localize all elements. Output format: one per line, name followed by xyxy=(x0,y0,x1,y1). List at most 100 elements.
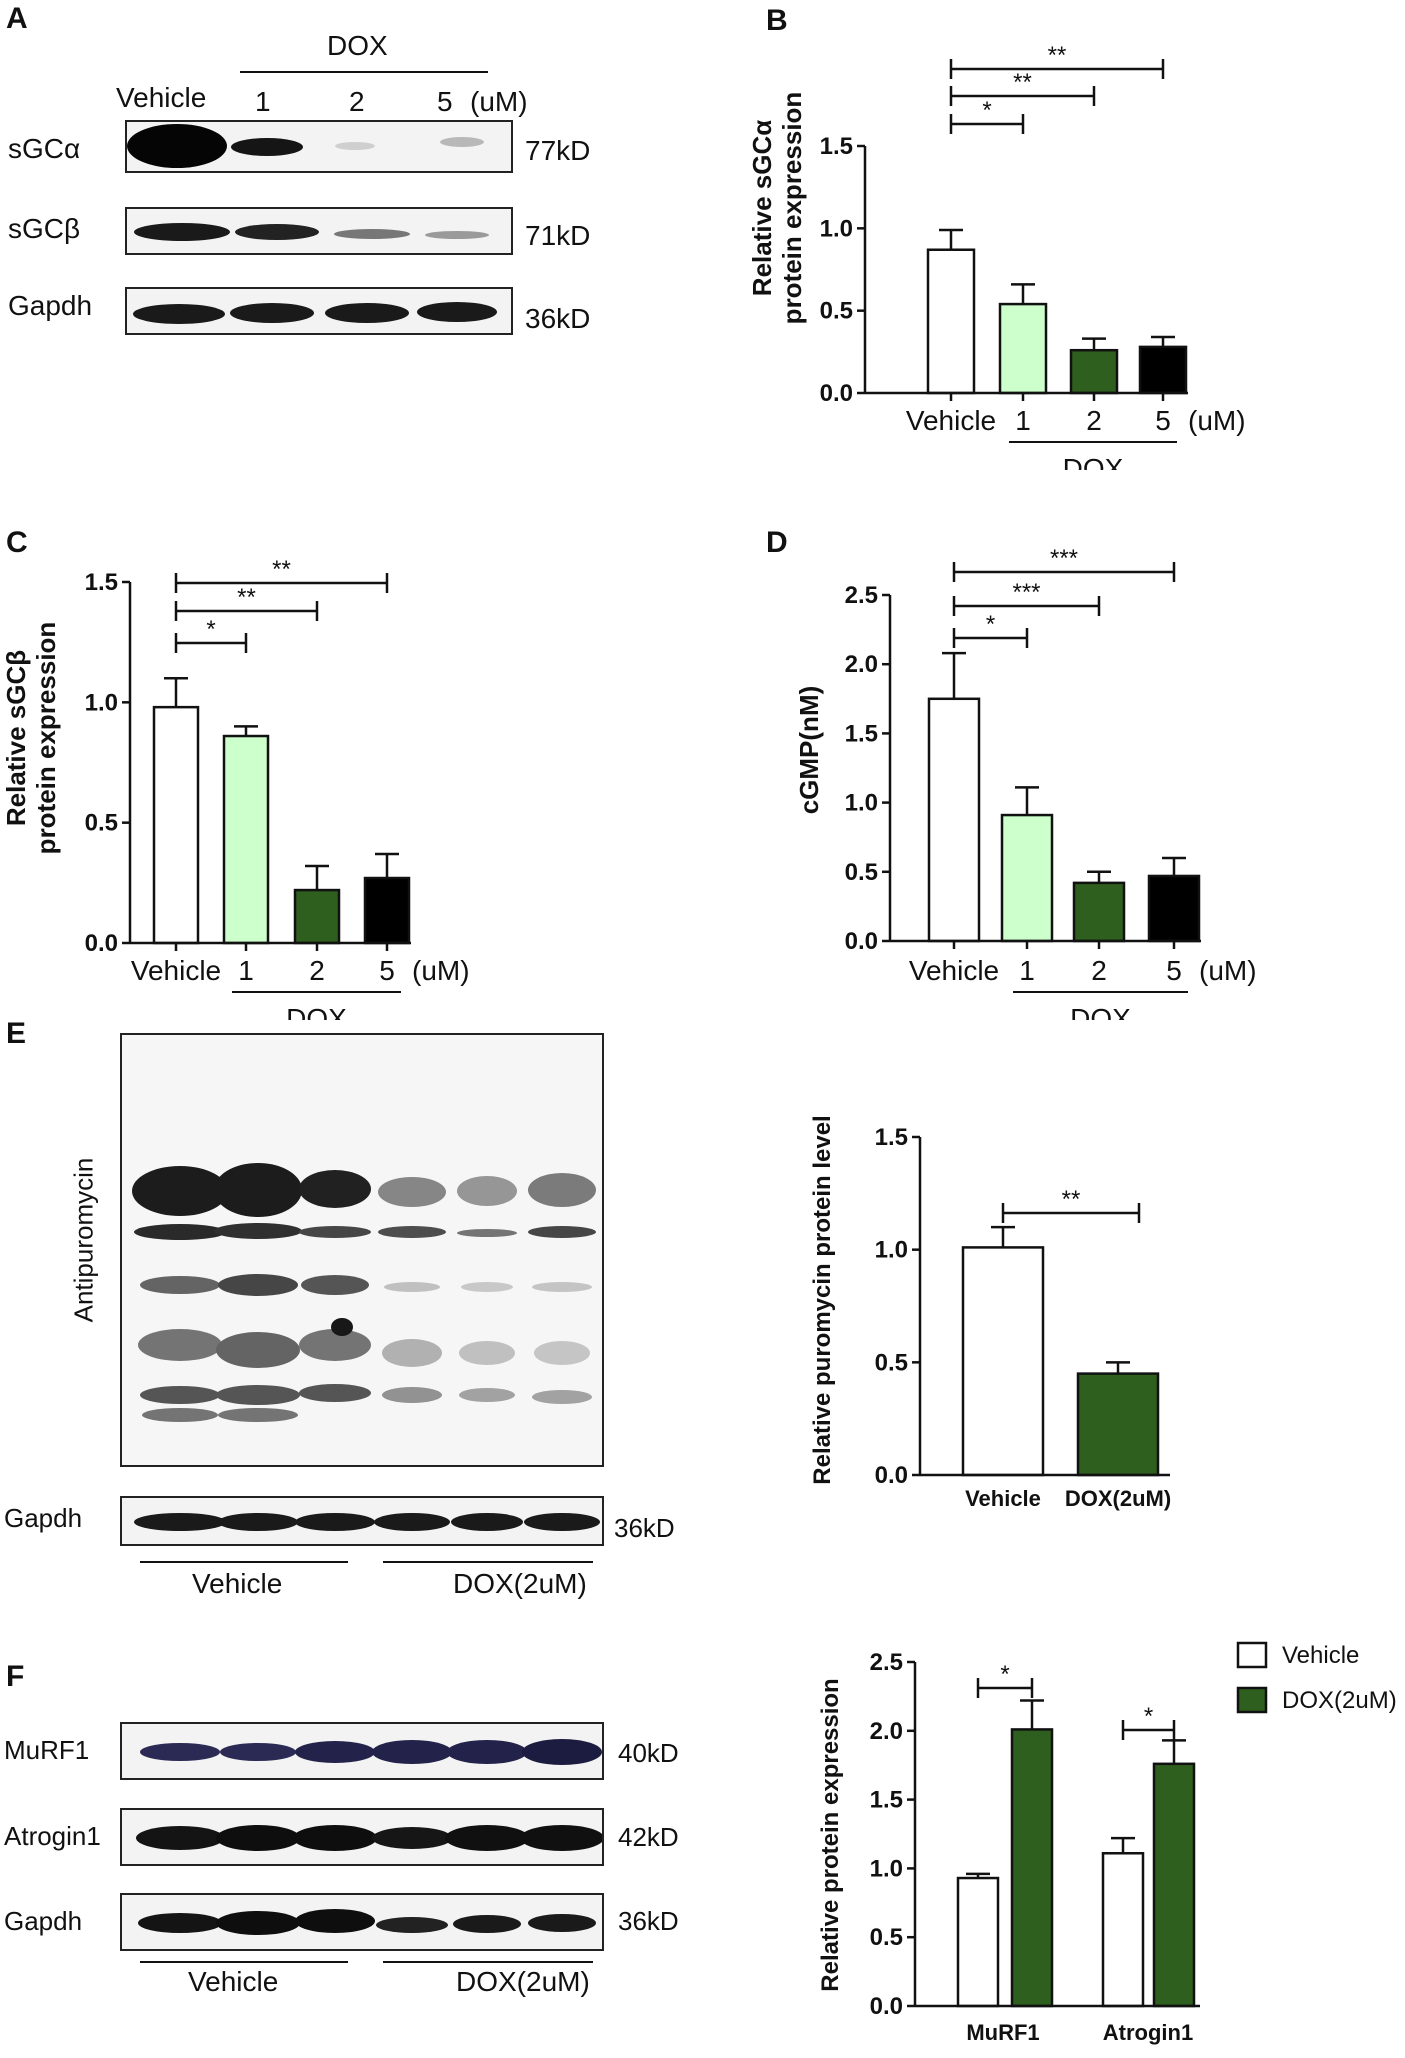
y-tick-label: 1.5 xyxy=(870,1787,903,1814)
kd-label-murf1: 40kD xyxy=(618,1738,679,1768)
x-unit-label: (uM) xyxy=(412,955,470,986)
panel-a-dox-label: DOX xyxy=(327,30,388,61)
blot-gapdh-f xyxy=(120,1893,604,1951)
y-tick-label: 0.5 xyxy=(845,859,878,886)
y-axis-label: Relative protein expression xyxy=(817,1678,844,1991)
significance-stars: *** xyxy=(1050,545,1078,572)
protein-label-atrogin1: Atrogin1 xyxy=(4,1821,101,1851)
group-line-vehicle-f xyxy=(140,1961,348,1963)
panel-a-lane-5: 5 xyxy=(437,86,453,117)
gapdh-label-e: Gapdh xyxy=(4,1503,83,1533)
x-tick-label: 1 xyxy=(1015,405,1031,436)
x-tick-label: 1 xyxy=(238,955,254,986)
significance-stars: ** xyxy=(237,584,256,611)
x-tick-label: MuRF1 xyxy=(966,2020,1039,2045)
chart-f-svg: 0.0 0.5 1.0 1.5 2.0 2.5 Relative protein expre… xyxy=(817,1641,1397,2045)
kd-label-gapdh-a: 36kD xyxy=(525,303,591,334)
protein-label-sgca: sGCα xyxy=(8,133,81,164)
panel-letter-b: B xyxy=(766,4,788,37)
x-tick-label: 2 xyxy=(1091,955,1107,986)
bar-dox xyxy=(1076,1372,1160,1477)
blot-sgca-bands xyxy=(127,124,484,168)
chart-c-svg: C 0.0 0.5 1.0 1.5 Relative sGCβ protein expres… xyxy=(1,526,470,1034)
blot-sgca xyxy=(125,120,513,173)
bar-vehicle xyxy=(927,697,981,943)
chart-b-svg: B 0.0 0.5 1.0 1.5 Relative sGCα protein expres… xyxy=(747,4,1246,484)
y-tick-label: 1.0 xyxy=(875,1237,908,1264)
y-tick-label: 2.5 xyxy=(845,582,878,609)
significance-stars: * xyxy=(1144,1703,1153,1730)
x-tick-label: Vehicle xyxy=(906,405,996,436)
panel-letter-d: D xyxy=(766,526,788,559)
y-tick-label: 2.0 xyxy=(845,651,878,678)
group-label-dox: DOX xyxy=(1063,453,1124,470)
bar-vehicle xyxy=(152,705,200,945)
y-axis-label: protein expression xyxy=(31,622,61,855)
bar-5 xyxy=(363,876,411,945)
y-tick-label: 1.5 xyxy=(820,133,853,160)
protein-label-gapdh-a: Gapdh xyxy=(8,290,93,321)
y-axis-label: Relative sGCα xyxy=(747,120,777,296)
group-label-vehicle-f: Vehicle xyxy=(188,1966,279,1997)
bar-2 xyxy=(293,888,341,945)
protein-label-murf1: MuRF1 xyxy=(4,1735,90,1765)
protein-label-sgcb: sGCβ xyxy=(8,213,81,244)
group-line-dox-f xyxy=(383,1961,593,1963)
panel-a-dox-line xyxy=(240,71,488,73)
y-axis-label: cGMP(nM) xyxy=(794,686,824,815)
x-tick-label: 1 xyxy=(1019,955,1035,986)
y-tick-label: 0.0 xyxy=(875,1462,908,1489)
chart-e: 0.0 0.5 1.0 1.5 Relative puromycin protein l… xyxy=(760,1080,1280,1530)
y-tick-label: 1.0 xyxy=(820,215,853,242)
significance-stars: *** xyxy=(1012,579,1040,606)
protein-label-gapdh-f: Gapdh xyxy=(4,1906,83,1936)
y-tick-label: 1.0 xyxy=(845,790,878,817)
bar-vehicle xyxy=(961,1246,1045,1477)
bar-2 xyxy=(1072,881,1126,943)
group-label-dox: DOX xyxy=(1070,1003,1131,1020)
group-label-dox-e: DOX(2uM) xyxy=(453,1568,587,1599)
x-tick-label: 5 xyxy=(1155,405,1171,436)
x-tick-label: Atrogin1 xyxy=(1103,2020,1193,2045)
bar-murf1-dox xyxy=(1010,1728,1054,2008)
y-tick-label: 0.0 xyxy=(820,380,853,407)
y-tick-label: 0.0 xyxy=(85,930,118,957)
bar-atrogin1-vehicle xyxy=(1101,1852,1145,2008)
group-label-dox-f: DOX(2uM) xyxy=(456,1966,590,1997)
blot-gapdh-a xyxy=(125,287,513,335)
y-tick-label: 1.0 xyxy=(85,689,118,716)
group-label-dox: DOX xyxy=(286,1003,347,1020)
blot-gapdh-f-bands xyxy=(138,1909,596,1935)
y-tick-label: 0.5 xyxy=(85,810,118,837)
bar-vehicle xyxy=(926,248,976,395)
chart-f: 0.0 0.5 1.0 1.5 2.0 2.5 Relative protein expre… xyxy=(760,1620,1405,2053)
bar-5 xyxy=(1138,345,1188,395)
significance-stars: ** xyxy=(1048,42,1067,69)
blot-sgcb-bands xyxy=(134,223,489,241)
x-unit-label: (uM) xyxy=(1199,955,1257,986)
bar-1 xyxy=(1000,813,1054,943)
y-tick-label: 1.5 xyxy=(845,720,878,747)
blot-gapdh-a-bands xyxy=(133,302,497,324)
bar-1 xyxy=(222,734,270,945)
x-tick-label: Vehicle xyxy=(131,955,221,986)
chart-d-svg: D 0.0 0.5 1.0 1.5 2.0 2.5 cGMP(nM) Vehicle 1 2 5 (uM… xyxy=(766,526,1257,1034)
significance-stars: * xyxy=(1000,1661,1009,1688)
blot-gapdh-e xyxy=(120,1496,604,1546)
chart-b: B 0.0 0.5 1.0 1.5 Relative sGCα protein expres… xyxy=(710,0,1360,484)
y-tick-label: 1.0 xyxy=(870,1855,903,1882)
bar-5 xyxy=(1147,874,1201,943)
x-tick-label: 2 xyxy=(1086,405,1102,436)
kd-label-gapdh-f: 36kD xyxy=(618,1906,679,1936)
blot-antipuromycin-lanes xyxy=(132,1163,596,1422)
legend-label: DOX(2uM) xyxy=(1282,1687,1397,1714)
group-line-vehicle-e xyxy=(140,1561,348,1563)
panel-a-lane-vehicle: Vehicle xyxy=(116,82,207,113)
antipuromycin-label: Antipuromycin xyxy=(68,1157,99,1323)
y-tick-label: 0.0 xyxy=(870,1993,903,2020)
significance-stars: * xyxy=(986,611,995,638)
panel-a-unit: (uM) xyxy=(470,86,528,117)
y-tick-label: 0.5 xyxy=(870,1924,903,1951)
x-unit-label: (uM) xyxy=(1188,405,1246,436)
x-tick-label: 5 xyxy=(379,955,395,986)
